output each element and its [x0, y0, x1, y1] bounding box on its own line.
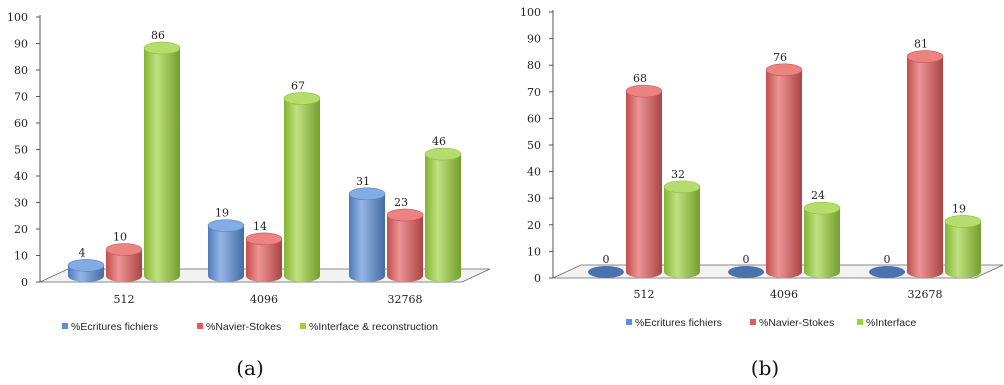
chart-a: 0 10 20 30 40 50 60 70 80 90 100 4 10 86 512 19 14 67 4096…: [7, 11, 491, 380]
bar: [283, 92, 321, 282]
legend-swatch: [857, 319, 863, 325]
bar: [424, 147, 462, 282]
bar: [944, 215, 982, 278]
data-label: 24: [811, 189, 825, 202]
data-label: 31: [356, 175, 370, 188]
data-label: 0: [884, 253, 891, 266]
bar: [386, 208, 424, 282]
y-tick-label: 70: [527, 86, 541, 99]
legend-label: %Navier-Stokes: [206, 321, 281, 333]
data-label: 4: [79, 246, 86, 259]
y-tick-label: 0: [534, 272, 541, 285]
legend-swatch: [62, 323, 68, 329]
data-label: 23: [394, 196, 408, 209]
y-tick-label: 60: [14, 117, 28, 130]
legend-label: %Interface: [866, 317, 916, 329]
y-tick-label: 80: [14, 64, 28, 77]
data-label: 10: [113, 231, 127, 244]
y-tick-label: 90: [527, 33, 541, 46]
figure-caption: (a): [236, 356, 264, 380]
data-label: 46: [432, 135, 446, 148]
data-label: 86: [151, 29, 165, 42]
legend-swatch: [197, 323, 203, 329]
data-label: 76: [773, 51, 787, 64]
y-tick-label: 70: [14, 91, 28, 104]
y-tick-label: 20: [527, 219, 541, 232]
y-tick-label: 10: [527, 245, 541, 258]
data-label: 68: [633, 72, 647, 85]
legend-label: %Navier-Stokes: [759, 317, 834, 329]
y-tick-label: 40: [14, 170, 28, 183]
x-tick-label: 512: [634, 288, 655, 301]
bar: [728, 266, 764, 278]
x-tick-label: 4096: [770, 288, 798, 301]
bar: [348, 187, 386, 282]
y-tick-label: 90: [14, 38, 28, 51]
legend-label: %Ecritures fichiers: [71, 321, 158, 333]
bar: [803, 201, 841, 278]
data-label: 32: [671, 168, 685, 181]
y-tick-label: 50: [14, 144, 28, 157]
figure-caption: (b): [751, 356, 779, 380]
x-tick-label: 32768: [388, 293, 423, 306]
bar: [143, 41, 181, 282]
y-tick-label: 10: [14, 250, 28, 263]
y-tick-label: 100: [520, 6, 541, 19]
data-label: 0: [603, 253, 610, 266]
legend-label: %Ecritures fichiers: [635, 317, 722, 329]
y-tick-label: 30: [527, 192, 541, 205]
legend-swatch: [626, 319, 632, 325]
bar: [625, 84, 663, 279]
bar: [765, 63, 803, 278]
bar: [105, 243, 143, 282]
y-tick-label: 40: [527, 166, 541, 179]
bar: [906, 50, 944, 278]
bar: [869, 266, 905, 278]
legend-label: %Interface & reconstruction: [309, 321, 438, 333]
y-tick-label: 100: [7, 11, 28, 24]
data-label: 81: [914, 38, 928, 51]
bar: [663, 180, 701, 278]
data-label: 19: [215, 207, 229, 220]
bar: [245, 232, 283, 282]
x-tick-label: 4096: [250, 293, 278, 306]
y-tick-label: 30: [14, 197, 28, 210]
data-label: 0: [743, 253, 750, 266]
y-tick-label: 0: [21, 276, 28, 289]
legend-swatch: [750, 319, 756, 325]
y-tick-label: 50: [527, 139, 541, 152]
bar: [207, 219, 245, 282]
data-label: 67: [291, 79, 305, 92]
data-label: 14: [253, 220, 267, 233]
legend-swatch: [300, 323, 306, 329]
data-label: 19: [952, 202, 966, 215]
bar: [67, 259, 105, 282]
y-tick-label: 60: [527, 112, 541, 125]
y-tick-label: 80: [527, 59, 541, 72]
x-tick-label: 32678: [908, 288, 943, 301]
y-tick-label: 20: [14, 223, 28, 236]
chart-b: 0 10 20 30 40 50 60 70 80 90 100 0 68 32 512 0 76 24 4096 0…: [520, 6, 1004, 380]
bar: [588, 266, 624, 278]
x-tick-label: 512: [114, 293, 135, 306]
